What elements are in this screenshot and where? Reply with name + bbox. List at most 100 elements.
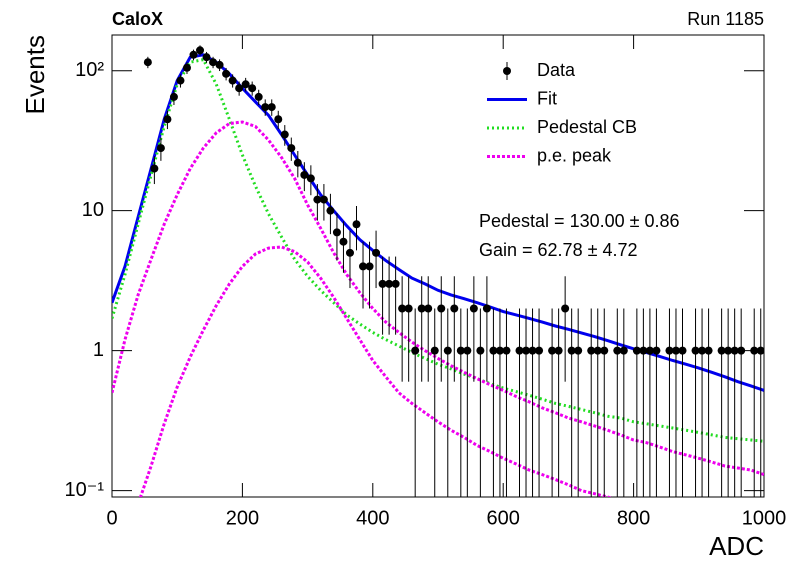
data-point <box>391 279 400 288</box>
data-point <box>319 195 328 204</box>
data-point <box>717 346 726 355</box>
data-point <box>345 248 354 257</box>
x-tick-label: 800 <box>617 507 650 529</box>
data-point <box>561 304 570 313</box>
data-point <box>639 346 648 355</box>
data-point <box>196 46 205 55</box>
data-point <box>450 304 459 313</box>
data-point <box>300 170 309 179</box>
data-point <box>261 103 270 112</box>
data-point <box>254 92 263 101</box>
data-point <box>613 346 622 355</box>
data-point <box>235 84 244 93</box>
legend-label: Pedestal CB <box>537 117 637 137</box>
data-point <box>489 346 498 355</box>
points <box>143 45 764 497</box>
data-point <box>411 346 420 355</box>
x-tick-label: 0 <box>106 507 117 529</box>
data-point <box>215 60 224 69</box>
data-point <box>437 304 446 313</box>
data-point <box>652 346 661 355</box>
data-point <box>326 206 335 215</box>
data-point <box>678 346 687 355</box>
data-point <box>274 115 283 124</box>
data-point <box>619 346 628 355</box>
annotation: Gain = 62.78 ± 4.72 <box>479 240 638 260</box>
legend-label: p.e. peak <box>537 145 612 165</box>
data-point <box>443 346 452 355</box>
data-point <box>535 346 544 355</box>
curves <box>112 53 764 497</box>
fit-curve <box>138 245 614 497</box>
data-point <box>567 346 576 355</box>
data-point <box>248 84 257 93</box>
data-point <box>417 304 426 313</box>
y-tick-label: 10 <box>82 199 104 221</box>
y-axis-label: Events <box>20 35 50 115</box>
data-point <box>293 158 302 167</box>
data-point <box>476 346 485 355</box>
x-tick-label: 600 <box>487 507 520 529</box>
y-tick-label: 1 <box>93 339 104 361</box>
y-tick-label: 10⁻¹ <box>65 479 105 501</box>
data-point <box>730 346 739 355</box>
data-point <box>463 346 472 355</box>
data-point <box>378 279 387 288</box>
data-point <box>691 346 700 355</box>
annotation: Pedestal = 130.00 ± 0.86 <box>479 211 680 231</box>
data-point <box>502 346 511 355</box>
data-point <box>332 228 341 237</box>
chart-subtitle: Run 1185 <box>687 9 764 29</box>
data-point <box>372 248 381 257</box>
data-point <box>737 346 746 355</box>
data-point <box>169 92 178 101</box>
data-point <box>222 69 231 78</box>
fit-curve <box>112 57 764 443</box>
data-point <box>228 76 237 85</box>
data-point <box>313 195 322 204</box>
data-point <box>671 346 680 355</box>
fit-curve <box>112 120 764 477</box>
data-point <box>241 80 250 89</box>
data-point <box>352 220 361 229</box>
data-point <box>469 304 478 313</box>
legend-label: Data <box>537 60 576 80</box>
data-point <box>600 346 609 355</box>
data-point <box>587 346 596 355</box>
plot-frame <box>111 34 765 498</box>
data-point <box>176 76 185 85</box>
data-point <box>209 58 218 67</box>
chart-title: CaloX <box>112 9 163 29</box>
data-point <box>385 279 394 288</box>
data-point <box>665 346 674 355</box>
data-point <box>287 144 296 153</box>
data-point <box>522 346 531 355</box>
data-point <box>515 346 524 355</box>
data-point <box>150 164 159 173</box>
data-point <box>548 346 557 355</box>
data-point <box>482 304 491 313</box>
data-point <box>404 304 413 313</box>
data-point <box>398 304 407 313</box>
data-point <box>632 346 641 355</box>
data-point <box>306 174 315 183</box>
x-tick-label: 400 <box>356 507 389 529</box>
data-point <box>424 304 433 313</box>
data-point <box>704 346 713 355</box>
x-tick-label: 200 <box>226 507 259 529</box>
data-point <box>456 346 465 355</box>
data-point <box>189 50 198 59</box>
legend-swatch <box>503 67 511 75</box>
data-point <box>359 262 368 271</box>
data-point <box>143 58 152 67</box>
data-point <box>554 346 563 355</box>
data-point <box>698 346 707 355</box>
data-point <box>163 115 172 124</box>
data-point <box>724 346 733 355</box>
data-point <box>365 262 374 271</box>
data-point <box>280 130 289 139</box>
data-point <box>574 346 583 355</box>
data-point <box>156 144 165 153</box>
x-axis-label: ADC <box>709 531 764 561</box>
